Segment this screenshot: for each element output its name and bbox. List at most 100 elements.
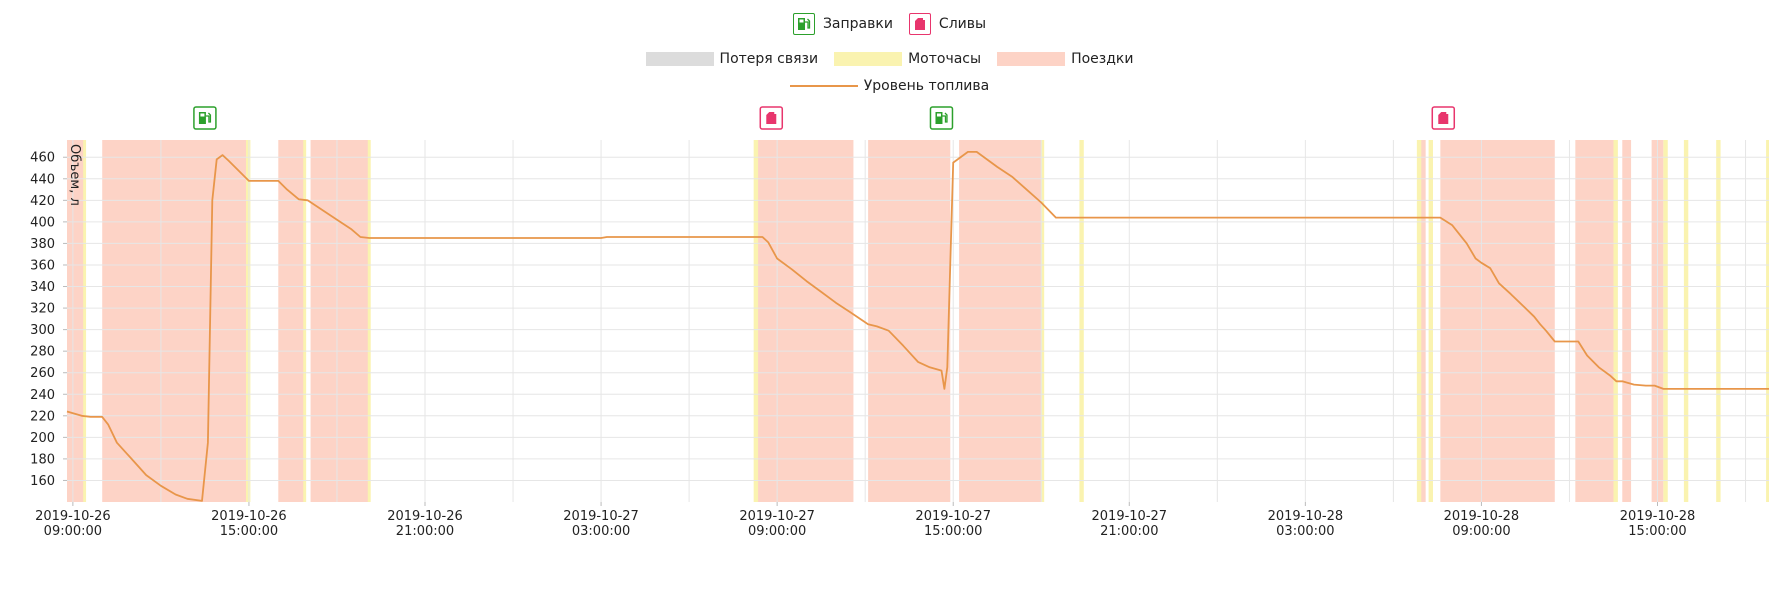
- y-tick-label: 180: [30, 452, 55, 467]
- trip-zone: [102, 140, 249, 502]
- series-layer: [66, 150, 1769, 502]
- x-tick-label-date: 2019-10-27: [563, 509, 639, 524]
- x-tick-label-date: 2019-10-26: [211, 509, 287, 524]
- engine-hours-zone: [83, 140, 87, 502]
- legend-trips-label: Поездки: [1071, 51, 1134, 67]
- refuel-marker-hose: [942, 112, 948, 123]
- refuel-marker-icon: [929, 106, 954, 130]
- y-tick-label: 360: [30, 258, 55, 273]
- y-tick-label: 220: [30, 409, 55, 424]
- zones-layer: [67, 140, 1769, 502]
- engine-hours-zone: [246, 140, 251, 502]
- x-tick-label-date: 2019-10-27: [1092, 509, 1168, 524]
- y-axis-label: Объем, л: [67, 144, 82, 206]
- x-tick-label-date: 2019-10-26: [35, 509, 111, 524]
- drain-marker-canister: [1438, 112, 1449, 124]
- y-tick-label: 160: [30, 474, 55, 489]
- engine-hours-swatch: [834, 52, 903, 66]
- trip-zone: [1419, 140, 1426, 502]
- drain-marker-icon: [759, 106, 784, 130]
- legend-item-drains: Сливы: [908, 13, 987, 35]
- legend-drains-label: Сливы: [938, 16, 987, 32]
- engine-hours-zone: [1613, 140, 1618, 502]
- engine-hours-zone: [367, 140, 371, 502]
- legend-zones: Потеря связи Моточасы Поездки: [0, 51, 1779, 67]
- x-tick-label-time: 03:00:00: [572, 524, 630, 539]
- y-tick-label: 340: [30, 280, 55, 295]
- x-tick-label-time: 15:00:00: [1628, 524, 1686, 539]
- fuel-level-line: [66, 150, 1769, 502]
- x-tick-label-date: 2019-10-28: [1620, 509, 1696, 524]
- legend-item-connection-loss: Потеря связи: [645, 51, 819, 67]
- legend-item-fuel-level: Уровень топлива: [789, 78, 990, 94]
- trip-zone: [1622, 140, 1632, 502]
- trip-zone: [310, 140, 370, 502]
- legend-fuel-level-label: Уровень топлива: [863, 78, 990, 94]
- y-tick-label: 440: [30, 172, 55, 187]
- trip-zone: [959, 140, 1042, 502]
- refuel-marker-window: [200, 113, 205, 117]
- event-markers-layer: [193, 106, 1456, 130]
- legend-engine-hours-label: Моточасы: [908, 51, 982, 67]
- x-tick-label-time: 15:00:00: [220, 524, 278, 539]
- fuel-pump-icon: [792, 13, 815, 35]
- engine-hours-zone: [753, 140, 759, 502]
- legend-markers: Заправки Сливы: [0, 13, 1779, 35]
- engine-hours-zone: [1041, 140, 1045, 502]
- y-tick-label: 400: [30, 215, 55, 230]
- refuel-marker-window: [936, 113, 941, 117]
- legend-item-refuels: Заправки: [792, 13, 893, 35]
- x-tick-label-time: 03:00:00: [1276, 524, 1334, 539]
- engine-hours-zone: [1416, 140, 1422, 502]
- trip-zone: [67, 140, 85, 502]
- x-tick-label-date: 2019-10-28: [1268, 509, 1344, 524]
- drain-marker-canister: [766, 112, 777, 124]
- y-tick-label: 300: [30, 323, 55, 338]
- y-tick-label: 240: [30, 388, 55, 403]
- x-tick-label-time: 09:00:00: [1452, 524, 1510, 539]
- legend-item-trips: Поездки: [997, 51, 1133, 67]
- y-tick-label: 320: [30, 302, 55, 317]
- x-tick-label-date: 2019-10-28: [1444, 509, 1520, 524]
- engine-hours-zone: [1663, 140, 1668, 502]
- y-tick-label: 260: [30, 366, 55, 381]
- engine-hours-zone: [303, 140, 307, 502]
- x-tick-label-date: 2019-10-27: [915, 509, 991, 524]
- legend-connection-loss-label: Потеря связи: [719, 51, 819, 67]
- trip-zone: [756, 140, 854, 502]
- fuel-level-line-swatch: [789, 85, 858, 87]
- y-tick-label: 420: [30, 194, 55, 209]
- trip-zone: [868, 140, 951, 502]
- legend-series: Уровень топлива: [0, 78, 1779, 94]
- y-tick-label: 200: [30, 431, 55, 446]
- legend-item-engine-hours: Моточасы: [834, 51, 981, 67]
- x-tick-label-date: 2019-10-27: [739, 509, 815, 524]
- x-tick-label-time: 15:00:00: [924, 524, 982, 539]
- x-tick-label-time: 09:00:00: [44, 524, 102, 539]
- x-tick-label-time: 21:00:00: [1100, 524, 1158, 539]
- grid-layer: [67, 140, 1769, 502]
- x-tick-label-time: 09:00:00: [748, 524, 806, 539]
- engine-hours-zone: [1683, 140, 1689, 502]
- refuel-marker-hose: [205, 112, 212, 123]
- x-tick-label-time: 21:00:00: [396, 524, 454, 539]
- engine-hours-zone: [1716, 140, 1721, 502]
- drain-marker-icon: [1431, 106, 1456, 130]
- trips-swatch: [997, 52, 1066, 66]
- trip-zone: [1575, 140, 1617, 502]
- engine-hours-zone: [1766, 140, 1769, 502]
- y-tick-label: 280: [30, 345, 55, 360]
- legend-refuels-label: Заправки: [822, 16, 893, 32]
- refuel-marker-body: [198, 112, 206, 124]
- x-tick-label-date: 2019-10-26: [387, 509, 463, 524]
- refuel-marker-body: [935, 112, 943, 124]
- engine-hours-zone: [1079, 140, 1084, 502]
- y-tick-label: 460: [30, 151, 55, 166]
- connection-loss-swatch: [645, 52, 714, 66]
- engine-hours-zone: [1428, 140, 1434, 502]
- y-tick-label: 380: [30, 237, 55, 252]
- axes-layer: Объем, л 160 180 200 220 240 260 280 300 320 340 36…: [30, 144, 1695, 539]
- refuel-marker-icon: [193, 106, 217, 130]
- fuel-canister-icon: [908, 13, 931, 35]
